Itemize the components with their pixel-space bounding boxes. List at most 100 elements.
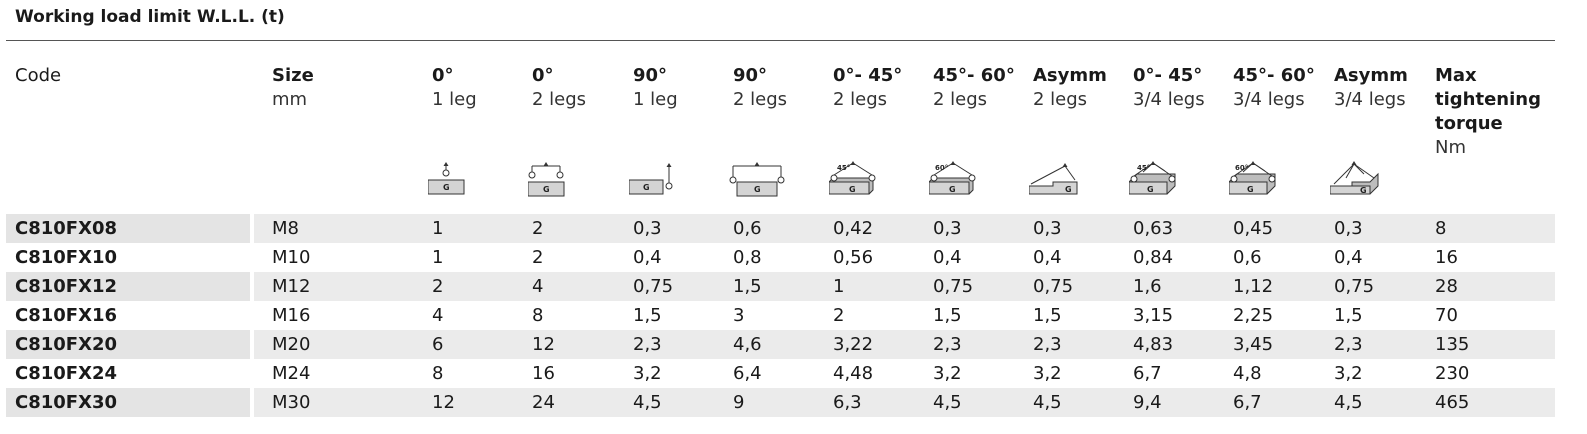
value-cell: 1 [833, 276, 845, 297]
column-header-9: 0°- 45° 3/4 legs [1133, 64, 1228, 112]
product-code: C810FX30 [6, 388, 254, 417]
svg-text:G: G [949, 185, 956, 194]
value-cell: 2,25 [1233, 305, 1274, 326]
size-cell: M8 [272, 218, 299, 239]
lift-34-legs-45-icon: G 45° [1129, 161, 1176, 195]
value-cell: 2,3 [933, 334, 962, 355]
column-header-title: 0° [532, 65, 554, 86]
value-cell: 6,4 [733, 363, 762, 384]
size-cell: M10 [272, 247, 311, 268]
column-header-unit: Nm [1435, 137, 1466, 158]
value-cell: 2 [833, 305, 845, 326]
value-cell: 3,15 [1133, 305, 1174, 326]
value-cell: 4,5 [933, 392, 962, 413]
column-header-title: Size [272, 65, 314, 86]
column-header-unit: 2 legs [1033, 89, 1088, 110]
svg-text:G: G [754, 185, 761, 194]
column-header-unit: 2 legs [833, 89, 888, 110]
column-header-unit: 1 leg [432, 89, 477, 110]
value-cell: 9 [733, 392, 745, 413]
value-cell: 0,75 [1334, 276, 1375, 297]
column-header-title: 0°- 45° [833, 65, 903, 86]
table-row: C810FX16 M16 4 8 1,5 3 2 1,5 1,5 3,15 2,25 1,5 70 [6, 301, 1555, 330]
column-header-8: Asymm 2 legs [1033, 64, 1128, 112]
column-header-title: 45°- 60° [933, 65, 1015, 86]
value-cell: 3,2 [1334, 363, 1363, 384]
value-cell: 3 [733, 305, 745, 326]
product-code: C810FX16 [15, 305, 118, 326]
value-cell: 1,5 [733, 276, 762, 297]
size-cell: M24 [272, 363, 311, 384]
table-body: C810FX08 M8 1 2 0,3 0,6 0,42 0,3 0,3 0,63 0,45 0,3 8… [6, 214, 1555, 417]
svg-text:G: G [543, 185, 550, 194]
value-cell: 6,7 [1133, 363, 1162, 384]
value-cell: 3,2 [933, 363, 962, 384]
value-cell: 3,45 [1233, 334, 1274, 355]
column-header-10: 45°- 60° 3/4 legs [1233, 64, 1328, 112]
value-cell: 0,4 [633, 247, 662, 268]
value-cell: 0,3 [933, 218, 962, 239]
value-cell: 465 [1435, 392, 1470, 413]
product-code: C810FX12 [6, 272, 254, 301]
value-cell: 6,7 [1233, 392, 1262, 413]
column-header-title: Asymm [1334, 65, 1408, 86]
table-row: C810FX12 M12 2 4 0,75 1,5 1 0,75 0,75 1,6 1,12 0,75… [6, 272, 1555, 301]
table-row: C810FX24 M24 8 16 3,2 6,4 4,48 3,2 3,2 6,7 4,8 3,2 2… [6, 359, 1555, 388]
value-cell: 1 [432, 218, 444, 239]
value-cell: 2,3 [1033, 334, 1062, 355]
table-row: C810FX08 M8 1 2 0,3 0,6 0,42 0,3 0,3 0,63 0,45 0,3 8 [6, 214, 1555, 243]
column-header-1: Size mm [272, 64, 422, 112]
svg-text:G: G [1065, 185, 1072, 194]
value-cell: 4 [532, 276, 544, 297]
value-cell: 8 [532, 305, 544, 326]
lift-34-legs-60-icon: G 60° [1229, 161, 1276, 195]
size-cell: M20 [272, 334, 311, 355]
value-cell: 0,45 [1233, 218, 1274, 239]
value-cell: 0,75 [933, 276, 974, 297]
svg-text:G: G [1247, 185, 1254, 194]
table-row: C810FX30 M30 12 24 4,5 9 6,3 4,5 4,5 9,4 6,7 4,5 465 [6, 388, 1555, 417]
value-cell: 1,5 [1033, 305, 1062, 326]
column-header-unit: mm [272, 89, 308, 110]
column-header-2: 0° 1 leg [432, 64, 527, 112]
column-header-title: 0° [432, 65, 454, 86]
column-header-unit: 2 legs [933, 89, 988, 110]
value-cell: 0,6 [1233, 247, 1262, 268]
value-cell: 3,2 [1033, 363, 1062, 384]
svg-text:60°: 60° [1235, 164, 1248, 172]
svg-text:G: G [1147, 185, 1154, 194]
svg-text:45°: 45° [837, 164, 850, 172]
lift-side-2-legs-icon: G [729, 162, 785, 197]
column-header-unit: 3/4 legs [1133, 89, 1205, 110]
value-cell: 4 [432, 305, 444, 326]
product-code: C810FX10 [15, 247, 118, 268]
value-cell: 0,8 [733, 247, 762, 268]
lift-asymm-34-legs-icon: G [1330, 161, 1379, 195]
value-cell: 3,22 [833, 334, 874, 355]
lift-side-1-leg-icon: G [629, 163, 673, 195]
svg-text:45°: 45° [1137, 164, 1150, 172]
title-divider [6, 40, 1555, 41]
lift-2-legs-45-icon: G 45° [829, 161, 876, 195]
value-cell: 1 [432, 247, 444, 268]
column-header-unit: 2 legs [733, 89, 788, 110]
value-cell: 135 [1435, 334, 1470, 355]
lift-vertical-1-leg-icon: G [428, 162, 465, 195]
value-cell: 2 [532, 218, 544, 239]
value-cell: 0,84 [1133, 247, 1174, 268]
value-cell: 230 [1435, 363, 1470, 384]
value-cell: 1,5 [633, 305, 662, 326]
column-header-unit: 3/4 legs [1233, 89, 1305, 110]
value-cell: 16 [532, 363, 555, 384]
column-header-title: 45°- 60° [1233, 65, 1315, 86]
column-header-title: 90° [633, 65, 668, 86]
lift-vertical-2-legs-icon: G [528, 162, 565, 197]
table-title: Working load limit W.L.L. (t) [15, 7, 285, 27]
value-cell: 0,6 [733, 218, 762, 239]
product-code: C810FX20 [6, 330, 254, 359]
value-cell: 4,5 [1334, 392, 1363, 413]
column-header-6: 0°- 45° 2 legs [833, 64, 928, 112]
value-cell: 3,2 [633, 363, 662, 384]
value-cell: 1,5 [933, 305, 962, 326]
value-cell: 2,3 [633, 334, 662, 355]
